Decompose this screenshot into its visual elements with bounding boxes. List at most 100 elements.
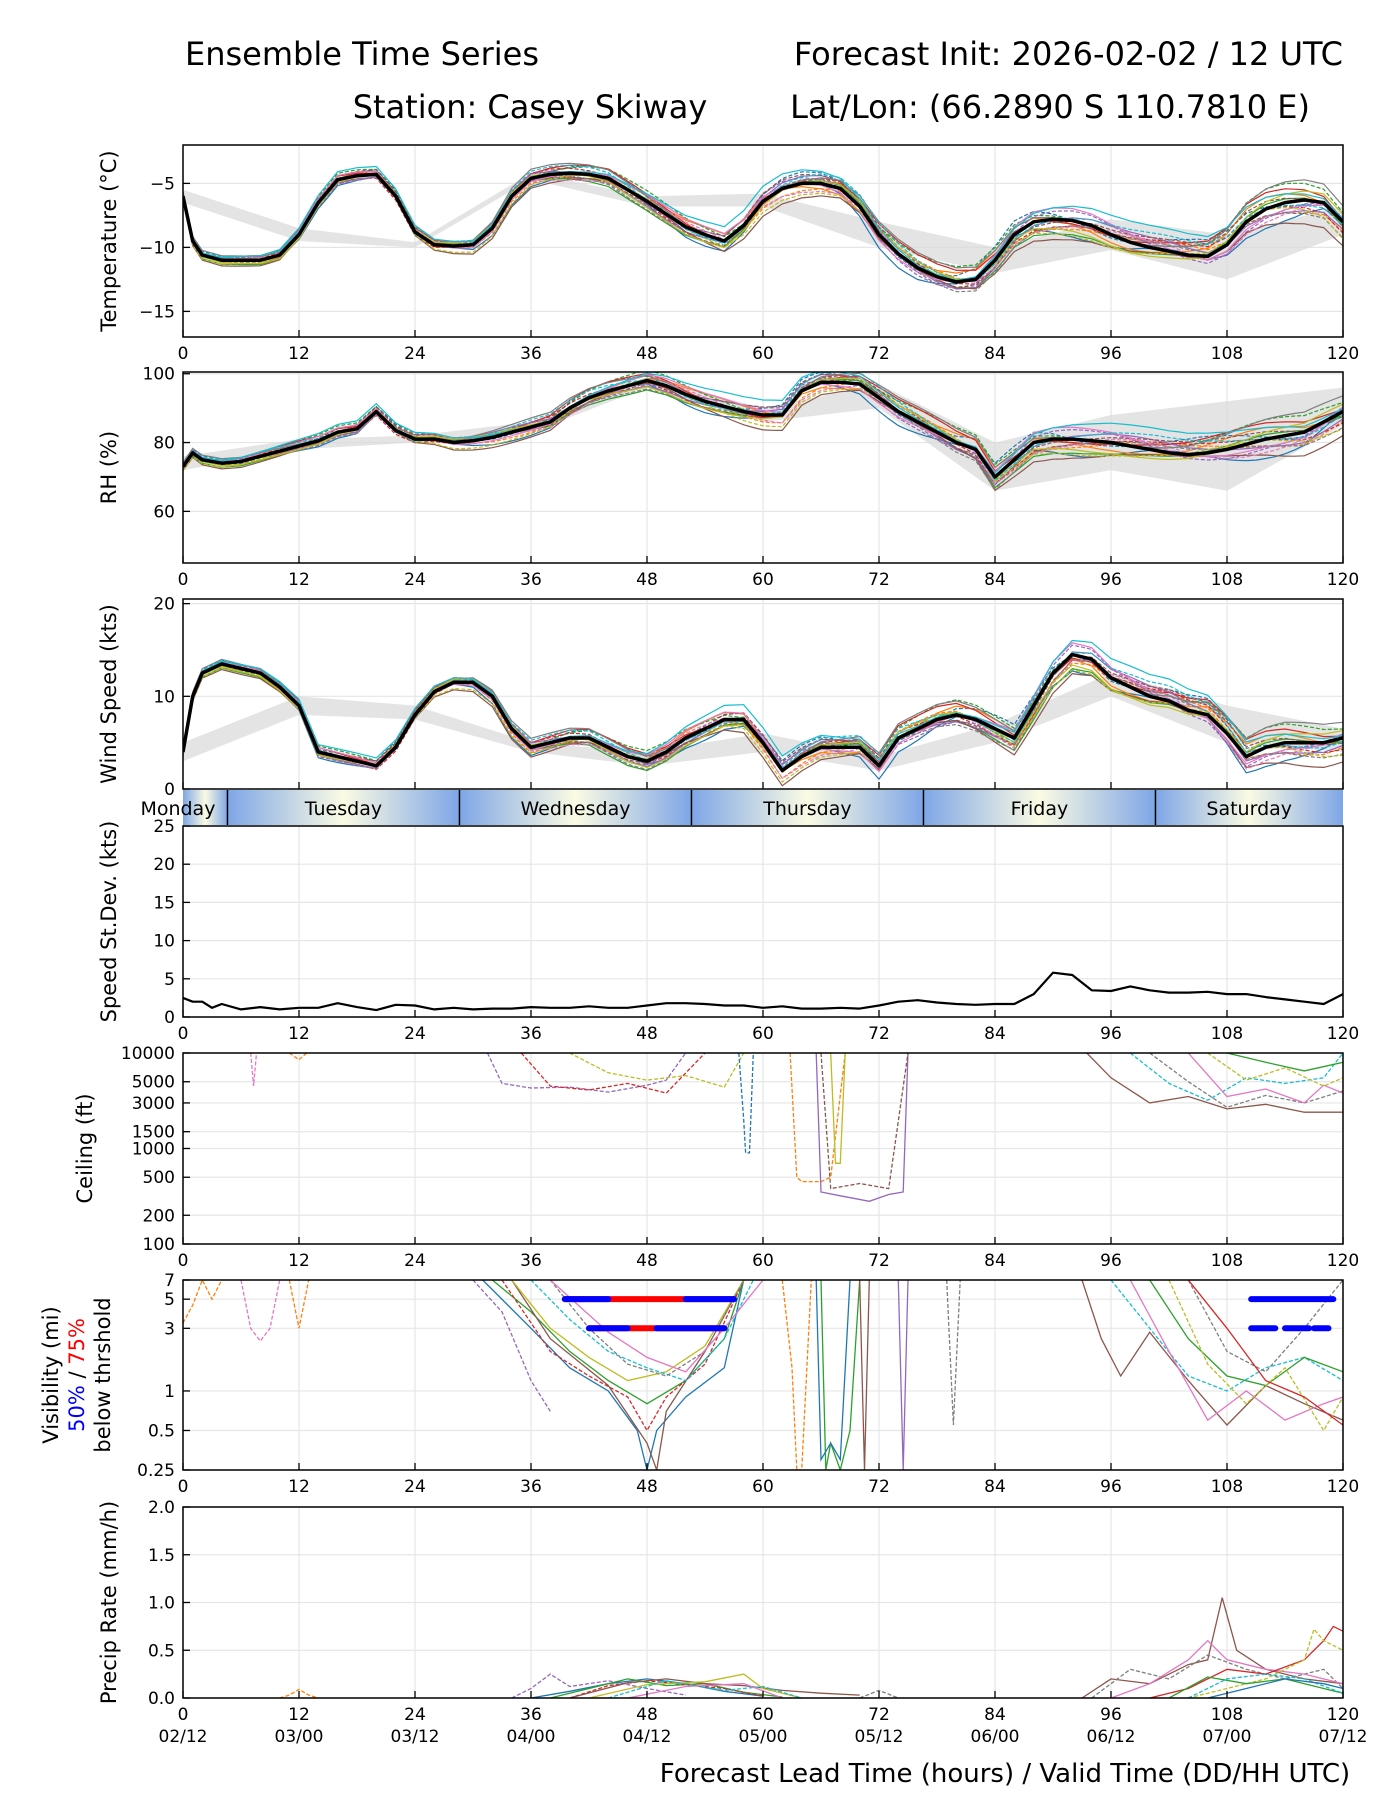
title-station: Station: Casey Skiway — [353, 88, 708, 126]
member-line — [781, 1280, 812, 1470]
y-tick-label: 1.5 — [148, 1546, 175, 1566]
y-tick-label: −15 — [139, 302, 175, 322]
x-tick-label: 12 — [288, 1705, 310, 1725]
member-line — [569, 1680, 764, 1698]
x-tick-label: 48 — [636, 1024, 658, 1044]
valid-time-label: 03/00 — [275, 1727, 324, 1747]
member-line — [1086, 1053, 1343, 1113]
x-tick-label: 48 — [636, 1251, 658, 1271]
x-tick-label: 0 — [178, 344, 189, 364]
x-tick-label: 48 — [636, 344, 658, 364]
member-line — [1091, 1654, 1343, 1698]
member-line — [240, 1280, 281, 1343]
y-tick-label: 3000 — [132, 1094, 175, 1114]
member-line — [1168, 1280, 1343, 1432]
y-tick-label: 0.0 — [148, 1689, 175, 1709]
x-tick-label: 96 — [1100, 1251, 1122, 1271]
member-line — [608, 1680, 802, 1698]
valid-time-label: 05/00 — [739, 1727, 788, 1747]
y-tick-label: 80 — [153, 434, 175, 454]
y-tick-label: 1.0 — [148, 1594, 175, 1614]
title-left: Ensemble Time Series — [185, 35, 539, 73]
x-tick-label: 108 — [1211, 1024, 1243, 1044]
member-line — [183, 378, 1343, 483]
member-line — [183, 165, 1343, 281]
x-tick-label: 48 — [636, 1705, 658, 1725]
member-line — [1110, 1639, 1343, 1698]
x-tick-label: 0 — [178, 1251, 189, 1271]
member-line — [820, 1053, 909, 1190]
x-tick-label: 0 — [178, 1705, 189, 1725]
member-line — [1129, 1053, 1343, 1102]
x-tick-label: 0 — [178, 1024, 189, 1044]
y-axis-label: Visibility (mi) — [39, 1306, 63, 1443]
day-label: Saturday — [1206, 798, 1292, 820]
x-tick-label: 72 — [868, 570, 890, 590]
x-tick-label: 24 — [404, 570, 426, 590]
y-axis-label: Temperature (°C) — [97, 150, 121, 332]
plot-area-ceiling — [250, 1053, 1343, 1202]
member-line — [1226, 1053, 1343, 1072]
x-tick-label: 60 — [752, 1705, 774, 1725]
y-tick-label: 0.25 — [137, 1461, 175, 1481]
member-line — [472, 1280, 551, 1412]
valid-time-label: 07/00 — [1203, 1727, 1252, 1747]
member-line — [183, 373, 1343, 485]
member-line — [1187, 1280, 1343, 1373]
x-tick-label: 24 — [404, 1705, 426, 1725]
grid-precip — [182, 1506, 1344, 1699]
x-tick-label: 0 — [178, 570, 189, 590]
member-line — [549, 1280, 764, 1373]
member-line — [1149, 1625, 1343, 1698]
pct-50-label: 50% — [65, 1385, 89, 1432]
panels: −15−10−50 12 24 36 48 60 72 84 96 108 120Temperatu… — [39, 144, 1368, 1747]
day-segment — [183, 790, 228, 825]
member-line — [250, 1053, 258, 1087]
panel-temperature: −15 −10 −5 0 12 24 36 48 60 72 84 96 108 120 Temperatu… — [97, 144, 1359, 364]
member-line — [183, 170, 1343, 284]
day-segment — [923, 790, 1156, 825]
x-tick-label: 48 — [636, 1477, 658, 1497]
pct-sep: / — [65, 1365, 89, 1385]
day-segment — [227, 790, 460, 825]
member-line — [279, 1688, 319, 1698]
day-label: Friday — [1011, 798, 1069, 820]
member-line — [1187, 1280, 1343, 1426]
y-tick-label: 10 — [153, 932, 175, 952]
member-line — [183, 373, 1343, 473]
x-tick-label: 84 — [984, 1024, 1006, 1044]
x-tick-label: 120 — [1327, 570, 1359, 590]
member-line — [288, 1280, 310, 1329]
member-line — [820, 1280, 861, 1470]
member-line — [501, 1280, 745, 1432]
x-tick-label: 84 — [984, 1705, 1006, 1725]
member-line — [1149, 1053, 1343, 1109]
y-tick-label: −5 — [150, 174, 175, 194]
x-tick-label: 36 — [520, 344, 542, 364]
member-line — [183, 639, 1343, 761]
y-tick-label: 100 — [143, 1235, 175, 1255]
member-line — [1149, 1280, 1343, 1387]
x-tick-label: 96 — [1100, 1705, 1122, 1725]
y-tick-label: 1500 — [132, 1123, 175, 1143]
x-tick-label: 48 — [636, 570, 658, 590]
member-line — [288, 1053, 308, 1061]
y-tick-label: 5000 — [132, 1073, 175, 1093]
member-line — [588, 1673, 802, 1698]
valid-time-label: 06/00 — [971, 1727, 1020, 1747]
y-tick-label: 0 — [164, 1008, 175, 1028]
member-line — [511, 1280, 745, 1470]
x-tick-label: 12 — [288, 1024, 310, 1044]
y-tick-label: 10 — [153, 687, 175, 707]
day-segment — [1155, 790, 1343, 825]
x-tick-label: 120 — [1327, 1477, 1359, 1497]
x-tick-label: 84 — [984, 1477, 1006, 1497]
panel-precip: 0.0 0.5 1.0 1.5 2.0 0 12 24 36 48 60 72 84 96 108 120 Pr… — [97, 1498, 1368, 1747]
y-tick-label: 25 — [153, 817, 175, 837]
x-tick-label: 72 — [868, 1024, 890, 1044]
day-band: Monday Tuesday Wednesday Thursday Friday Satu… — [140, 790, 1343, 825]
grid-speed_stdev — [182, 825, 1344, 1018]
y-axis-label: Wind Speed (kts) — [97, 604, 121, 784]
x-tick-label: 36 — [520, 1251, 542, 1271]
